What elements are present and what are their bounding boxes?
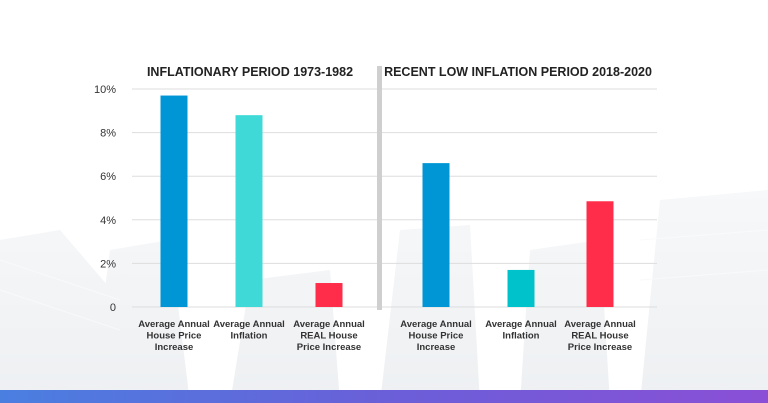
category-labels: Average Annual House Price IncreaseAverage… xyxy=(138,319,636,353)
bars xyxy=(160,95,614,307)
grid-lines xyxy=(132,88,657,308)
category-label: Average Annual House Price Increase xyxy=(400,319,472,353)
panel-title-inflationary: INFLATIONARY PERIOD 1973-1982 xyxy=(147,65,353,79)
bar-panel1-2 xyxy=(586,201,614,307)
bar-panel1-0 xyxy=(422,163,450,307)
bar-panel0-1 xyxy=(235,115,263,307)
panel-title-recent: RECENT LOW INFLATION PERIOD 2018-2020 xyxy=(384,65,652,79)
bar-panel0-0 xyxy=(160,95,188,307)
y-tick-label: 0 xyxy=(110,302,116,314)
panel-divider xyxy=(377,66,382,310)
y-tick-label: 2% xyxy=(100,258,116,270)
category-label: Average Annual Inflation xyxy=(485,319,557,342)
y-tick-label: 8% xyxy=(100,128,116,140)
y-axis-ticks: 0 2% 4% 6% 8% 10% xyxy=(94,84,116,314)
y-tick-label: 6% xyxy=(100,171,116,183)
category-label: Average Annual REAL House Price Increase xyxy=(293,319,365,353)
category-label: Average Annual REAL House Price Increase xyxy=(564,319,636,353)
category-label: Average Annual Inflation xyxy=(213,319,285,342)
category-label: Average Annual House Price Increase xyxy=(138,319,210,353)
bar-panel0-2 xyxy=(315,283,343,307)
y-tick-label: 4% xyxy=(100,215,116,227)
y-tick-label: 10% xyxy=(94,84,116,96)
bar-panel1-1 xyxy=(507,269,535,307)
bottom-gradient-bar xyxy=(0,390,768,403)
